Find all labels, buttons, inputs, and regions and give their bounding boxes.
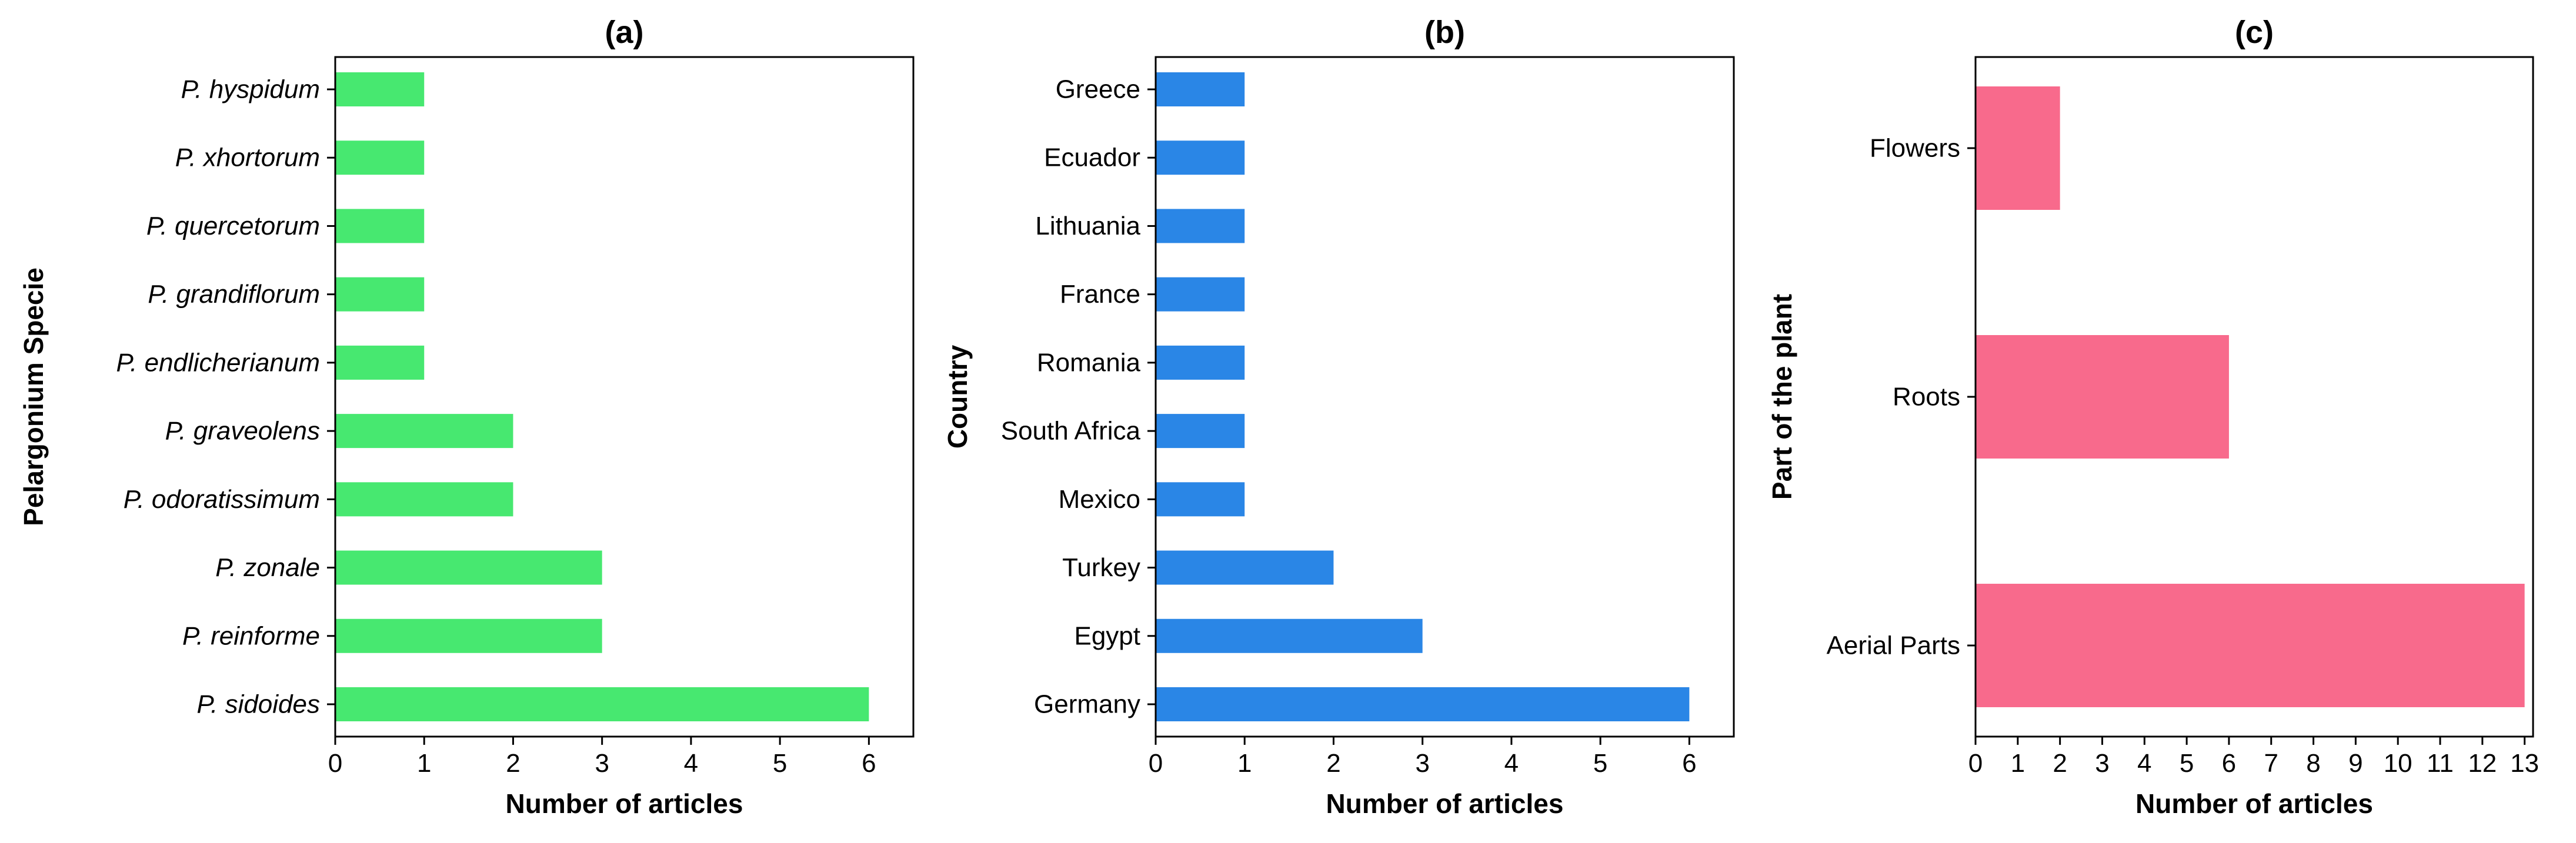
y-axis-label: Country [942,344,973,449]
x-axis-label: Number of articles [2135,788,2373,819]
y-tick-label: Turkey [1062,553,1140,582]
y-tick-label: Germany [1034,690,1140,719]
x-tick-label: 2 [1326,749,1340,778]
y-tick-label: P. reinforme [182,621,320,650]
x-tick-label: 1 [1237,749,1252,778]
x-tick-label: 2 [2053,749,2067,778]
x-tick-label: 2 [506,749,520,778]
chart-title: (a) [605,15,644,50]
bar [1156,618,1423,653]
x-tick-label: 4 [1504,749,1519,778]
bar [1156,209,1245,243]
y-tick-label: P. quercetorum [146,212,320,240]
bar [1156,345,1245,380]
y-tick-label: Ecuador [1044,143,1140,172]
x-tick-label: 5 [2180,749,2194,778]
x-tick-label: 0 [1968,749,1983,778]
x-tick-label: 5 [1593,749,1607,778]
bar [1156,687,1690,721]
x-tick-label: 9 [2348,749,2363,778]
bar [1976,86,2060,210]
bar [1156,550,1334,585]
y-axis-label: Pelargonium Specie [18,267,49,526]
x-tick-label: 1 [417,749,431,778]
x-tick-label: 11 [2427,749,2454,778]
y-tick-label: Lithuania [1035,212,1140,240]
bar [1156,277,1245,312]
y-tick-label: P. sidoides [196,690,320,719]
y-tick-label: Aerial Parts [1827,631,1960,660]
y-tick-label: Flowers [1870,134,1960,163]
y-tick-label: Roots [1893,383,1960,412]
y-tick-label: P. xhortorum [175,143,320,172]
x-tick-label: 4 [2137,749,2151,778]
y-tick-label: South Africa [1001,417,1141,446]
bar [335,414,513,449]
bar [1156,482,1245,517]
bar [1156,72,1245,106]
y-tick-label: P. graveolens [165,417,320,446]
chart-title: (b) [1424,15,1465,50]
bar [1156,414,1245,449]
y-tick-label: France [1060,280,1140,309]
y-tick-label: P. grandiflorum [148,280,320,309]
x-tick-label: 3 [1415,749,1429,778]
y-tick-label: Egypt [1074,621,1140,650]
chart-panel-1: P. hyspidum P. xhortorum P. quercetorum P. … [18,15,915,819]
x-tick-label: 1 [2011,749,2025,778]
x-tick-label: 5 [773,749,787,778]
bar [1156,140,1245,175]
y-tick-label: P. zonale [215,553,320,582]
bar [1976,335,2229,459]
y-tick-label: Greece [1056,75,1140,104]
bar [335,209,425,243]
plot-frame [1154,56,1735,738]
bar [335,140,425,175]
y-tick-label: P. odoratissimum [124,485,320,514]
y-tick-label: P. hyspidum [181,75,320,104]
x-tick-label: 4 [684,749,698,778]
x-tick-label: 8 [2306,749,2320,778]
x-tick-label: 6 [2222,749,2236,778]
x-tick-label: 3 [595,749,609,778]
x-tick-label: 6 [862,749,876,778]
bar [335,482,513,517]
x-tick-label: 3 [2095,749,2109,778]
chart-panel-2: Greece Ecuador Lithuania France Romania South… [942,15,1735,819]
x-tick-label: 13 [2510,749,2539,778]
bar [335,72,425,106]
chart-title: (c) [2235,15,2274,50]
y-tick-label: Mexico [1059,485,1140,514]
x-axis-label: Number of articles [1326,788,1564,819]
plot-frame [334,56,915,738]
bar [1976,584,2525,707]
bar [335,277,425,312]
bar [335,345,425,380]
x-tick-label: 0 [1149,749,1163,778]
x-tick-label: 6 [1682,749,1696,778]
y-axis-label: Part of the plant [1767,294,1797,500]
x-tick-label: 12 [2468,749,2497,778]
bar [335,687,869,721]
x-tick-label: 7 [2264,749,2278,778]
x-tick-label: 10 [2384,749,2413,778]
bar [335,618,602,653]
bar [335,550,602,585]
x-tick-label: 0 [328,749,342,778]
x-axis-label: Number of articles [506,788,743,819]
y-tick-label: P. endlicherianum [116,348,320,377]
y-tick-label: Romania [1037,348,1141,377]
